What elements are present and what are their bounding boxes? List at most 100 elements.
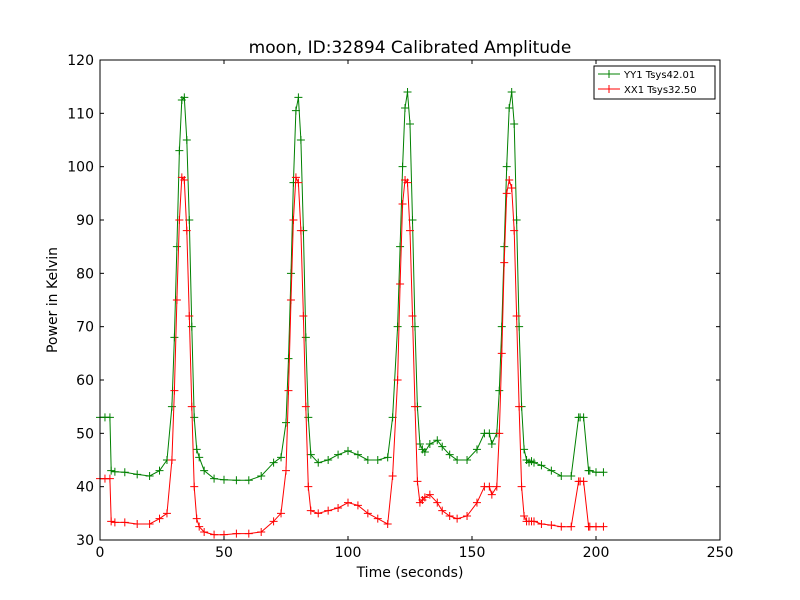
x-tick-label: 100: [335, 545, 362, 561]
data-point: [120, 468, 129, 477]
data-point: [415, 440, 424, 448]
data-point: [334, 504, 343, 512]
data-point: [363, 456, 372, 464]
data-point: [301, 402, 310, 411]
data-point: [425, 440, 434, 448]
data-point: [200, 466, 209, 475]
data-point: [296, 226, 305, 235]
data-point: [180, 176, 189, 184]
data-point: [398, 162, 407, 171]
data-point: [495, 429, 504, 438]
data-point: [537, 520, 546, 528]
data-point: [592, 468, 600, 477]
data-point: [190, 482, 199, 491]
y-axis: 30 40 50 60 70 80 90 100 110 120: [67, 53, 720, 549]
data-point: [145, 520, 154, 528]
data-point: [425, 490, 434, 499]
data-point: [324, 506, 333, 515]
data-point: [497, 349, 506, 358]
x-tick-label: 250: [707, 545, 734, 561]
y-tick-label: 40: [76, 480, 94, 496]
data-point: [286, 269, 295, 278]
data-point: [507, 88, 516, 96]
data-point: [170, 333, 179, 342]
data-point: [299, 312, 308, 320]
data-point: [585, 466, 594, 475]
data-point: [401, 104, 410, 112]
data-point: [110, 518, 119, 527]
data-point: [291, 106, 300, 115]
data-point: [487, 490, 496, 499]
data-point: [453, 514, 462, 523]
data-point: [438, 506, 447, 515]
data-point: [510, 226, 519, 235]
data-point: [403, 88, 412, 96]
data-point: [557, 472, 566, 480]
data-point: [220, 475, 228, 484]
data-point: [512, 312, 521, 320]
legend: YY1 Tsys42.01 XX1 Tsys32.50: [593, 65, 716, 100]
data-point: [155, 466, 164, 475]
x-axis-label: Time (seconds): [356, 565, 464, 581]
data-point: [120, 518, 129, 527]
data-point: [517, 482, 526, 491]
data-point: [344, 446, 352, 455]
legend-box: [593, 65, 716, 100]
data-point: [133, 470, 142, 479]
data-point: [373, 514, 382, 523]
y-tick-label: 70: [76, 320, 94, 336]
data-point: [420, 448, 429, 456]
data-point: [257, 528, 266, 536]
data-point: [155, 514, 164, 523]
data-point: [567, 472, 576, 480]
data-point: [167, 456, 176, 464]
data-point: [182, 136, 191, 144]
data-point: [520, 445, 529, 454]
data-point: [294, 93, 303, 102]
data-point: [520, 512, 529, 520]
plot-frame: [99, 59, 721, 541]
data-point: [284, 386, 293, 395]
data-point: [413, 477, 422, 486]
data-point: [175, 216, 184, 224]
data-point: [485, 429, 494, 438]
y-tick-label: 80: [76, 266, 94, 282]
data-point: [363, 509, 372, 518]
data-point: [547, 521, 556, 530]
y-axis-label: Power in Kelvin: [45, 247, 61, 353]
legend-label: YY1 Tsys42.01: [623, 70, 695, 81]
data-point: [296, 136, 305, 144]
data-point: [306, 506, 315, 515]
data-point: [324, 456, 333, 464]
data-point: [105, 474, 114, 483]
data-point: [497, 322, 506, 331]
y-tick-label: 110: [67, 106, 94, 122]
x-tick-label: 0: [96, 545, 105, 561]
data-point: [396, 242, 405, 251]
data-point: [507, 184, 516, 192]
data-point: [388, 472, 397, 480]
data-point: [383, 520, 392, 528]
data-point: [515, 402, 524, 411]
data-point: [282, 418, 290, 427]
data-point: [567, 522, 576, 531]
data-point: [410, 322, 419, 331]
data-point: [277, 453, 286, 462]
x-tick-label: 150: [459, 545, 486, 561]
data-point: [182, 226, 191, 235]
x-axis: 0 50 100 150 200 250: [96, 60, 734, 561]
x-tick-label: 50: [215, 545, 233, 561]
data-point: [289, 216, 298, 224]
data-point: [599, 468, 608, 477]
data-point: [373, 456, 382, 464]
data-point: [353, 450, 362, 459]
data-point: [463, 512, 472, 520]
data-point: [472, 498, 481, 507]
y-tick-label: 50: [76, 426, 94, 442]
data-point: [463, 456, 472, 464]
data-point: [502, 189, 511, 198]
data-point: [291, 173, 300, 182]
data-point: [284, 354, 293, 363]
data-point: [502, 162, 511, 171]
data-point: [185, 312, 194, 320]
